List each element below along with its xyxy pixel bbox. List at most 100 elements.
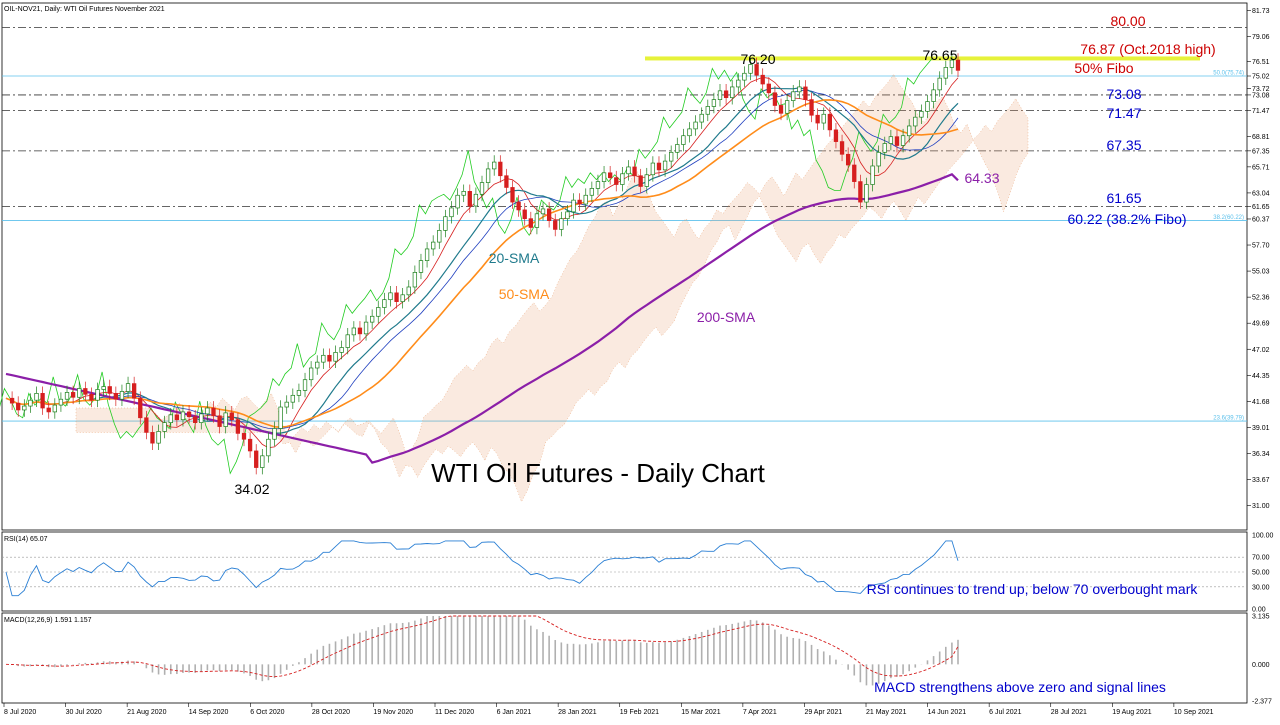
candle-body	[577, 199, 582, 205]
candle-body	[479, 182, 485, 195]
y-tick-label: 79.06	[1252, 34, 1270, 41]
candle-body	[363, 321, 369, 335]
candle-body	[22, 405, 27, 411]
candle-body	[382, 299, 387, 308]
rsi-tick-label: 0.00	[1252, 607, 1266, 614]
candle-body	[717, 90, 723, 100]
candle-body	[772, 92, 778, 106]
candle-body	[662, 160, 668, 171]
candle-body	[125, 383, 131, 392]
candle-body	[931, 89, 936, 102]
candle-body	[827, 113, 832, 131]
candle-body	[730, 86, 735, 99]
annotation-label: 20-SMA	[489, 250, 540, 266]
level-label: 61.65	[1106, 190, 1141, 206]
candle-body	[919, 110, 924, 118]
candle-body	[797, 86, 802, 93]
y-tick-label: 75.02	[1252, 73, 1270, 80]
candle-body	[424, 248, 430, 261]
candle-body	[174, 414, 180, 421]
fibo-tag: 23.6(39.79)	[1213, 416, 1244, 422]
candle-body	[345, 334, 350, 348]
candle-body	[803, 86, 808, 100]
candle-body	[846, 153, 851, 166]
macd-note: MACD strengthens above zero and signal l…	[874, 679, 1166, 695]
rsi-line	[5, 540, 959, 597]
candle-body	[784, 100, 790, 114]
candle-body	[736, 79, 741, 88]
candle-body	[852, 164, 857, 182]
candle-body	[168, 414, 173, 423]
candle-body	[376, 307, 381, 317]
candle-body	[723, 90, 729, 99]
candle-body	[565, 211, 570, 220]
y-tick-label: 49.69	[1252, 321, 1270, 328]
candle-body	[925, 101, 930, 112]
candle-body	[254, 450, 259, 468]
candle-body	[485, 168, 491, 183]
candle-body	[95, 389, 100, 401]
candle-body	[461, 191, 466, 196]
candle-body	[473, 193, 479, 207]
candle-body	[907, 125, 912, 137]
candle-body	[553, 220, 558, 230]
level-label: 76.87 (Oct.2018 high)	[1080, 41, 1215, 57]
candle-body	[186, 411, 192, 418]
candle-body	[113, 393, 118, 400]
candle-body	[315, 361, 320, 369]
candle-body	[516, 201, 521, 211]
y-tick-label: 68.81	[1252, 134, 1270, 141]
y-tick-label: 47.02	[1252, 347, 1270, 354]
candle-body	[351, 327, 356, 336]
candle-body	[882, 143, 887, 153]
candle-body	[77, 388, 82, 398]
candle-body	[150, 432, 155, 444]
candle-body	[687, 128, 692, 137]
candle-body	[571, 199, 576, 213]
candle-body	[681, 135, 686, 145]
macd-chart-layer: 3.135 0.000 -2.377	[5, 614, 1272, 706]
candle-body	[235, 419, 241, 434]
rsi-header: RSI(14) 65.07	[4, 536, 48, 543]
axis-labels: 81.7379.0676.5175.0273.7273.0871.4768.81…	[3, 8, 1270, 716]
candle-body	[162, 422, 167, 432]
candle-body	[949, 59, 955, 68]
sma50-line	[5, 99, 959, 429]
candle-body	[595, 181, 601, 189]
candle-body	[760, 74, 765, 85]
x-tick-label: 28 Jan 2021	[558, 709, 597, 716]
x-tick-label: 28 Oct 2020	[312, 709, 350, 716]
y-tick-label: 67.35	[1252, 148, 1270, 155]
rsi-chart-layer: 100.00 70.00 50.00 30.00 0.00	[2, 533, 1274, 614]
candle-body	[16, 402, 21, 411]
candle-body	[144, 417, 149, 433]
candle-body	[394, 292, 399, 302]
y-tick-label: 71.47	[1252, 108, 1270, 115]
candle-body	[540, 208, 546, 215]
candle-body	[58, 398, 64, 406]
candle-body	[656, 162, 662, 171]
candle-body	[205, 407, 210, 415]
candle-body	[870, 165, 875, 185]
candle-body	[644, 174, 649, 187]
y-tick-label: 57.70	[1252, 243, 1270, 250]
x-tick-label: 10 Sep 2021	[1174, 709, 1214, 716]
rsi-tick-label: 30.00	[1252, 584, 1270, 591]
candle-body	[864, 184, 869, 203]
y-tick-label: 41.68	[1252, 399, 1270, 406]
candle-body	[620, 173, 625, 185]
annotation-label: 76.65	[922, 47, 957, 63]
rsi-note: RSI continues to trend up, below 70 over…	[867, 581, 1199, 597]
x-tick-label: 28 Jul 2021	[1051, 709, 1087, 716]
candle-body	[510, 187, 515, 203]
x-tick-label: 19 Aug 2021	[1112, 709, 1151, 716]
candle-body	[455, 194, 460, 209]
candle-body	[693, 121, 698, 130]
x-tick-label: 21 May 2021	[866, 709, 907, 716]
candle-body	[107, 386, 112, 394]
level-label: 80.00	[1110, 13, 1145, 29]
candle-body	[83, 388, 88, 395]
candle-body	[278, 406, 283, 429]
y-tick-label: 44.35	[1252, 373, 1270, 380]
candle-body	[437, 230, 442, 243]
